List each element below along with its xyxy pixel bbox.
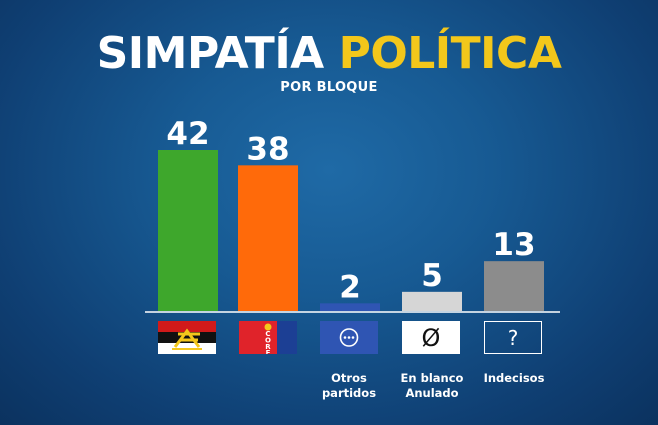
- question-symbol: ?: [508, 326, 519, 350]
- category-label-indecisos: Indecisos: [469, 371, 559, 386]
- value-label-1: 38: [246, 131, 289, 167]
- core-letter-o: O: [265, 337, 271, 345]
- bar-3: [402, 291, 462, 311]
- chart-subtitle: POR BLOQUE: [280, 80, 378, 95]
- core-letter-c: C: [265, 330, 270, 338]
- empty-set-icon: Ø: [402, 321, 460, 354]
- value-label-2: 2: [339, 269, 361, 305]
- value-label-0: 42: [166, 116, 209, 152]
- bar-4: [484, 261, 544, 311]
- question-mark-icon: ?: [484, 321, 542, 354]
- core-letter-r: R: [265, 343, 271, 351]
- bar-2: [320, 303, 380, 311]
- ellipsis-icon: [320, 321, 378, 354]
- chart-title: SIMPATÍA POLÍTICA: [0, 26, 658, 82]
- category-label-blanco-text: En blanco Anulado: [400, 371, 464, 400]
- party-flag-red-black-icon: [158, 321, 216, 354]
- core-party-logo-icon: C O R E: [239, 321, 297, 357]
- empty-set-symbol: Ø: [422, 324, 441, 352]
- category-label-otros: Otros partidos: [304, 371, 394, 401]
- title-part-white: SIMPATÍA: [96, 28, 325, 79]
- category-label-blanco: En blanco Anulado: [387, 371, 477, 401]
- title-part-yellow: POLÍTICA: [338, 28, 562, 79]
- core-letter-e: E: [266, 349, 271, 354]
- category-label-indecisos-text: Indecisos: [483, 371, 545, 385]
- value-label-3: 5: [421, 258, 443, 294]
- value-label-4: 13: [492, 227, 535, 263]
- bar-0: [158, 150, 218, 311]
- category-label-otros-text: Otros partidos: [321, 371, 377, 400]
- bar-1: [238, 165, 298, 311]
